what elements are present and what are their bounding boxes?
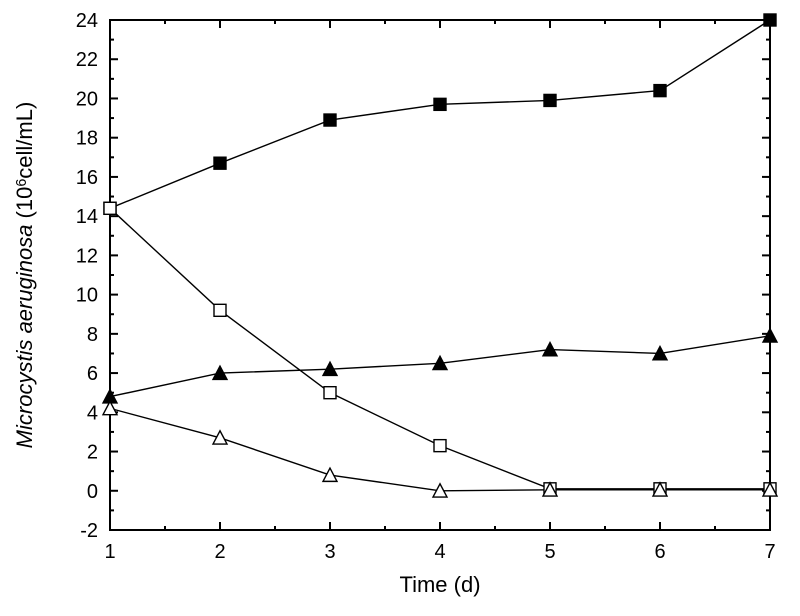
x-tick-label: 6: [654, 541, 665, 563]
y-tick-label: 6: [87, 363, 98, 385]
marker-open-square: [104, 202, 116, 214]
marker-open-square: [324, 387, 336, 399]
y-axis-label: Microcystis aeruginosa (106cell/mL): [12, 102, 37, 449]
y-tick-label: 2: [87, 442, 98, 464]
x-tick-label: 1: [104, 541, 115, 563]
marker-open-square: [214, 304, 226, 316]
marker-filled-square: [434, 98, 446, 110]
marker-filled-square: [324, 114, 336, 126]
y-tick-label: 18: [76, 128, 98, 150]
y-tick-label: 12: [76, 245, 98, 267]
x-tick-label: 7: [764, 541, 775, 563]
marker-filled-square: [654, 85, 666, 97]
marker-open-square: [434, 440, 446, 452]
line-chart: 1234567-2024681012141618202224Time (d)Mi…: [0, 0, 800, 616]
x-tick-label: 3: [324, 541, 335, 563]
y-tick-label: 16: [76, 167, 98, 189]
marker-filled-square: [764, 14, 776, 26]
y-tick-label: 22: [76, 49, 98, 71]
marker-filled-square: [214, 157, 226, 169]
y-tick-label: 4: [87, 402, 98, 424]
y-tick-label: 10: [76, 285, 98, 307]
x-axis-label: Time (d): [399, 572, 480, 597]
y-tick-label: 14: [76, 206, 98, 228]
marker-filled-square: [544, 94, 556, 106]
y-tick-label: 8: [87, 324, 98, 346]
y-tick-label: 0: [87, 481, 98, 503]
x-tick-label: 4: [434, 541, 445, 563]
y-tick-label: -2: [80, 520, 98, 542]
y-tick-label: 24: [76, 10, 98, 32]
chart-container: 1234567-2024681012141618202224Time (d)Mi…: [0, 0, 800, 616]
x-tick-label: 2: [214, 541, 225, 563]
x-tick-label: 5: [544, 541, 555, 563]
y-tick-label: 20: [76, 88, 98, 110]
